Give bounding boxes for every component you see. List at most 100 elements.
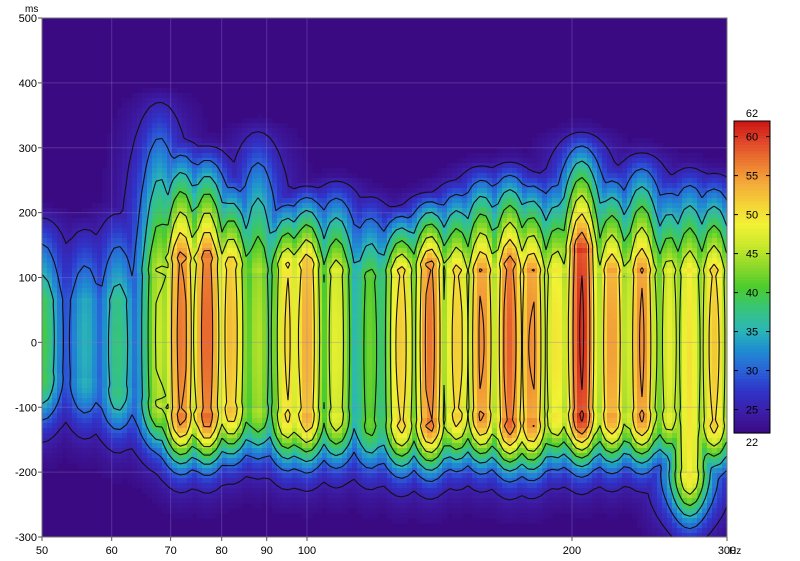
surface-cell	[222, 468, 228, 474]
surface-cell	[317, 258, 323, 264]
surface-cell	[192, 98, 198, 104]
surface-cell	[332, 488, 338, 494]
surface-cell	[347, 498, 353, 504]
surface-cell	[182, 368, 188, 374]
surface-cell	[67, 303, 73, 309]
surface-cell	[242, 308, 248, 314]
surface-cell	[147, 113, 153, 119]
surface-cell	[262, 158, 268, 164]
surface-cell	[137, 193, 143, 199]
surface-cell	[152, 403, 158, 409]
surface-cell	[197, 168, 203, 174]
surface-cell	[177, 93, 183, 99]
surface-cell	[87, 463, 93, 469]
surface-cell	[137, 93, 143, 99]
surface-cell	[307, 373, 313, 379]
surface-cell	[182, 373, 188, 379]
surface-cell	[377, 363, 383, 369]
surface-cell	[312, 508, 318, 514]
surface-cell	[167, 408, 173, 414]
surface-cell	[192, 168, 198, 174]
surface-cell	[72, 448, 78, 454]
surface-cell	[127, 423, 133, 429]
surface-cell	[162, 468, 168, 474]
surface-cell	[212, 468, 218, 474]
surface-cell	[127, 398, 133, 404]
surface-cell	[222, 278, 228, 284]
surface-cell	[337, 418, 343, 424]
surface-cell	[282, 373, 288, 379]
surface-cell	[187, 388, 193, 394]
surface-cell	[127, 213, 133, 219]
surface-cell	[247, 118, 253, 124]
surface-cell	[297, 163, 303, 169]
surface-cell	[227, 253, 233, 259]
surface-cell	[332, 393, 338, 399]
surface-cell	[202, 338, 208, 344]
surface-cell	[182, 478, 188, 484]
surface-cell	[362, 318, 368, 324]
surface-cell	[207, 333, 213, 339]
surface-cell	[57, 418, 63, 424]
surface-cell	[277, 223, 283, 229]
surface-cell	[272, 268, 278, 274]
surface-cell	[357, 423, 363, 429]
surface-cell	[287, 393, 293, 399]
surface-cell	[177, 203, 183, 209]
surface-cell	[232, 198, 238, 204]
surface-cell	[257, 318, 263, 324]
surface-cell	[132, 308, 138, 314]
surface-cell	[142, 428, 148, 434]
surface-cell	[207, 308, 213, 314]
surface-cell	[152, 178, 158, 184]
surface-cell	[217, 408, 223, 414]
surface-cell	[332, 498, 338, 504]
surface-cell	[267, 278, 273, 284]
surface-cell	[357, 503, 363, 509]
surface-cell	[127, 273, 133, 279]
surface-cell	[177, 233, 183, 239]
surface-cell	[172, 343, 178, 349]
surface-cell	[312, 373, 318, 379]
surface-cell	[137, 453, 143, 459]
surface-cell	[157, 323, 163, 329]
surface-cell	[162, 268, 168, 274]
surface-cell	[297, 258, 303, 264]
surface-cell	[167, 368, 173, 374]
surface-cell	[82, 393, 88, 399]
surface-cell	[182, 243, 188, 249]
surface-cell	[297, 218, 303, 224]
surface-cell	[242, 118, 248, 124]
surface-cell	[197, 293, 203, 299]
surface-cell	[337, 333, 343, 339]
surface-cell	[152, 133, 158, 139]
surface-cell	[292, 383, 298, 389]
surface-cell	[182, 298, 188, 304]
surface-cell	[342, 503, 348, 509]
surface-cell	[112, 478, 118, 484]
surface-cell	[277, 138, 283, 144]
surface-cell	[162, 338, 168, 344]
surface-cell	[127, 343, 133, 349]
surface-cell	[232, 123, 238, 129]
surface-cell	[42, 263, 48, 269]
surface-cell	[92, 363, 98, 369]
surface-cell	[52, 393, 58, 399]
surface-cell	[242, 343, 248, 349]
surface-cell	[87, 283, 93, 289]
surface-cell	[267, 478, 273, 484]
surface-cell	[167, 173, 173, 179]
surface-cell	[267, 448, 273, 454]
surface-cell	[262, 343, 268, 349]
surface-cell	[127, 293, 133, 299]
surface-cell	[347, 453, 353, 459]
surface-cell	[287, 208, 293, 214]
surface-cell	[302, 218, 308, 224]
surface-cell	[272, 153, 278, 159]
surface-cell	[312, 268, 318, 274]
surface-cell	[42, 278, 48, 284]
surface-cell	[177, 228, 183, 234]
surface-cell	[172, 303, 178, 309]
surface-cell	[267, 338, 273, 344]
surface-cell	[352, 183, 358, 189]
